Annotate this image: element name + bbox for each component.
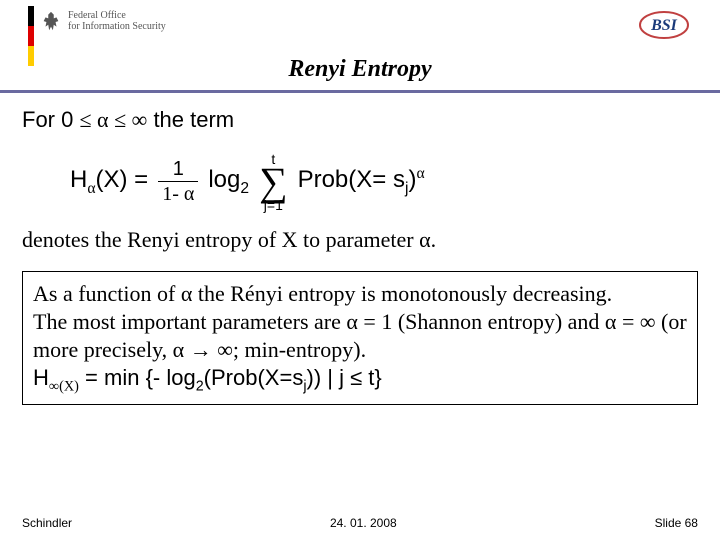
header-rule xyxy=(0,90,720,93)
b3-sub: ∞(X) xyxy=(49,379,79,395)
remarks-box: As a function of α the Rényi entropy is … xyxy=(22,271,698,405)
f-prob-sup: α xyxy=(416,165,424,182)
footer-date: 24. 01. 2008 xyxy=(330,516,397,530)
formula-lhs: Hα(X) = xyxy=(70,165,148,198)
federal-office-text: Federal Office for Information Security xyxy=(68,10,166,32)
f-H: H xyxy=(70,166,87,193)
f-X: (X) = xyxy=(96,166,149,193)
box-line2: The most important parameters are α = 1 … xyxy=(33,308,687,364)
renyi-formula: Hα(X) = 1 1- α log2 t ∑ j=1 Prob(X= sj)α xyxy=(70,152,698,212)
f-log: log xyxy=(208,166,240,193)
org-line1: Federal Office xyxy=(68,10,166,21)
f-prob: Prob(X= s xyxy=(298,166,405,193)
b3-mid: = min {- log xyxy=(79,365,196,390)
formula-prob: Prob(X= sj)α xyxy=(298,164,425,198)
slide-content: For 0 ≤ α ≤ ∞ the term Hα(X) = 1 1- α lo… xyxy=(22,100,698,405)
formula-sigma: t ∑ j=1 xyxy=(259,152,288,212)
frac-num: 1 xyxy=(169,159,188,181)
federal-eagle-icon xyxy=(40,10,62,34)
slide-header: Federal Office for Information Security … xyxy=(0,0,720,90)
formula-fraction: 1 1- α xyxy=(158,159,198,204)
footer-slide-number: Slide 68 xyxy=(655,516,698,530)
intro-rel: ≤ α ≤ ∞ xyxy=(79,107,147,132)
f-log-base: 2 xyxy=(240,180,249,197)
bsi-logo: BSI xyxy=(638,10,690,40)
sigma-symbol: ∑ xyxy=(259,166,288,198)
b3-tail: )) | j ≤ t} xyxy=(307,365,382,390)
sigma-bot: j=1 xyxy=(264,198,283,212)
footer-author: Schindler xyxy=(22,516,72,530)
formula-log: log2 xyxy=(208,165,249,198)
slide-title: Renyi Entropy xyxy=(0,56,720,83)
f-H-sub: α xyxy=(87,180,95,197)
svg-text:BSI: BSI xyxy=(650,17,678,34)
frac-den: 1- α xyxy=(158,181,198,204)
intro-line: For 0 ≤ α ≤ ∞ the term xyxy=(22,106,698,134)
intro-post: the term xyxy=(147,107,234,132)
definition-line: denotes the Renyi entropy of X to parame… xyxy=(22,226,698,254)
box-line1: As a function of α the Rényi entropy is … xyxy=(33,280,687,308)
b3-prob: (Prob(X=s xyxy=(204,365,304,390)
box-line3: H∞(X) = min {- log2(Prob(X=sj)) | j ≤ t} xyxy=(33,364,687,396)
b3-logb: 2 xyxy=(196,379,204,395)
intro-pre: For 0 xyxy=(22,107,79,132)
b3-H: H xyxy=(33,365,49,390)
slide-footer: Schindler 24. 01. 2008 Slide 68 xyxy=(22,516,698,530)
org-line2: for Information Security xyxy=(68,21,166,32)
